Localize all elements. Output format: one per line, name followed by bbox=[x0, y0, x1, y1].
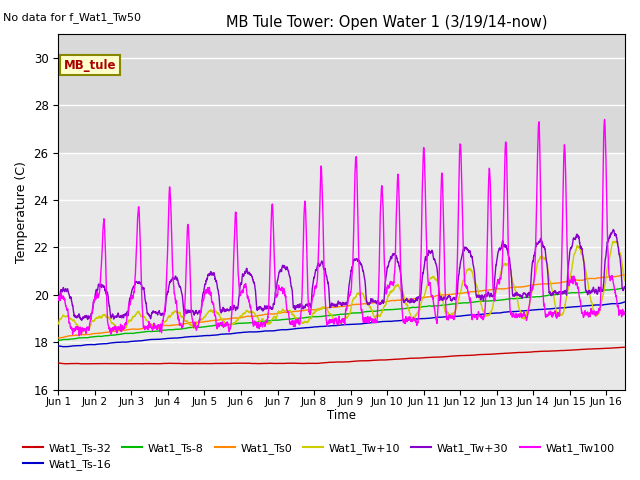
Wat1_Ts-32 bbox=[153, 361, 161, 367]
Wat1_Ts-8 bbox=[610, 287, 618, 292]
Wat1_Ts-8 bbox=[296, 315, 304, 321]
Wat1_Tw+10 bbox=[119, 326, 127, 332]
Line: Wat1_Ts-32: Wat1_Ts-32 bbox=[58, 347, 625, 364]
Wat1_Ts-16 bbox=[621, 299, 628, 305]
Wat1_Tw+10 bbox=[549, 290, 557, 296]
Wat1_Ts0 bbox=[610, 274, 618, 280]
Legend: Wat1_Ts-32, Wat1_Ts-16, Wat1_Ts-8, Wat1_Ts0, Wat1_Tw+10, Wat1_Tw+30, Wat1_Tw100: Wat1_Ts-32, Wat1_Ts-16, Wat1_Ts-8, Wat1_… bbox=[19, 438, 619, 474]
Wat1_Tw+30 bbox=[621, 284, 628, 289]
Wat1_Ts-8 bbox=[272, 317, 280, 323]
Wat1_Tw+30 bbox=[296, 301, 304, 307]
Wat1_Tw+10 bbox=[610, 240, 618, 245]
Wat1_Tw+30 bbox=[54, 297, 62, 303]
Wat1_Ts0 bbox=[272, 311, 280, 317]
Wat1_Tw+10 bbox=[296, 318, 304, 324]
Wat1_Ts0 bbox=[54, 335, 62, 341]
Wat1_Tw+10 bbox=[612, 239, 620, 244]
Y-axis label: Temperature (C): Temperature (C) bbox=[15, 161, 28, 263]
Wat1_Tw100 bbox=[296, 317, 304, 323]
Wat1_Tw100 bbox=[54, 298, 62, 303]
Wat1_Ts-32 bbox=[549, 348, 557, 354]
Wat1_Tw+10 bbox=[153, 324, 161, 330]
Wat1_Ts-16 bbox=[119, 339, 127, 345]
Wat1_Ts-16 bbox=[153, 336, 161, 342]
Wat1_Ts-32 bbox=[621, 344, 628, 350]
Wat1_Tw100 bbox=[76, 333, 83, 338]
Bar bbox=[58, 34, 625, 153]
Wat1_Ts-16 bbox=[54, 343, 62, 349]
Wat1_Ts-16 bbox=[610, 301, 618, 307]
Wat1_Tw100 bbox=[272, 287, 280, 293]
Wat1_Ts-32 bbox=[54, 360, 62, 366]
Wat1_Ts-32 bbox=[621, 344, 628, 350]
Wat1_Tw100 bbox=[119, 326, 127, 332]
Wat1_Ts-32 bbox=[119, 361, 127, 367]
Wat1_Tw+30 bbox=[153, 311, 161, 316]
Wat1_Ts-8 bbox=[153, 328, 161, 334]
Wat1_Tw+10 bbox=[79, 329, 86, 335]
Wat1_Tw+30 bbox=[78, 317, 86, 323]
Wat1_Tw100 bbox=[610, 283, 618, 288]
Line: Wat1_Tw+30: Wat1_Tw+30 bbox=[58, 229, 625, 320]
Line: Wat1_Ts-16: Wat1_Ts-16 bbox=[58, 302, 625, 347]
Wat1_Ts0 bbox=[119, 328, 127, 334]
X-axis label: Time: Time bbox=[327, 409, 356, 422]
Text: MB_tule: MB_tule bbox=[64, 59, 116, 72]
Wat1_Tw100 bbox=[549, 310, 557, 315]
Text: No data for f_Wat1_Tw50: No data for f_Wat1_Tw50 bbox=[3, 12, 141, 23]
Wat1_Tw+30 bbox=[119, 313, 127, 319]
Wat1_Ts-32 bbox=[610, 345, 618, 351]
Wat1_Ts-8 bbox=[620, 285, 627, 291]
Wat1_Ts-16 bbox=[296, 325, 304, 331]
Wat1_Ts0 bbox=[620, 272, 628, 278]
Wat1_Ts-32 bbox=[84, 361, 92, 367]
Wat1_Tw100 bbox=[153, 326, 161, 332]
Wat1_Ts-16 bbox=[60, 344, 67, 349]
Line: Wat1_Tw100: Wat1_Tw100 bbox=[58, 120, 625, 336]
Line: Wat1_Ts-8: Wat1_Ts-8 bbox=[58, 288, 625, 340]
Wat1_Tw+30 bbox=[549, 290, 557, 296]
Line: Wat1_Tw+10: Wat1_Tw+10 bbox=[58, 241, 625, 332]
Wat1_Ts0 bbox=[621, 272, 628, 278]
Wat1_Ts-16 bbox=[272, 328, 280, 334]
Wat1_Ts0 bbox=[153, 324, 161, 329]
Wat1_Tw+10 bbox=[54, 321, 62, 327]
Wat1_Tw+30 bbox=[609, 227, 617, 232]
Wat1_Ts-16 bbox=[549, 306, 557, 312]
Wat1_Ts0 bbox=[54, 335, 62, 341]
Wat1_Ts-8 bbox=[54, 337, 62, 343]
Wat1_Ts0 bbox=[296, 308, 304, 314]
Wat1_Tw+10 bbox=[272, 314, 280, 320]
Wat1_Ts-8 bbox=[549, 292, 557, 298]
Wat1_Ts-32 bbox=[296, 360, 304, 366]
Wat1_Tw100 bbox=[621, 311, 628, 316]
Wat1_Ts-8 bbox=[119, 331, 127, 336]
Wat1_Ts-8 bbox=[55, 337, 63, 343]
Title: MB Tule Tower: Open Water 1 (3/19/14-now): MB Tule Tower: Open Water 1 (3/19/14-now… bbox=[226, 15, 547, 30]
Wat1_Tw+30 bbox=[272, 288, 280, 293]
Wat1_Tw+30 bbox=[610, 228, 618, 233]
Wat1_Tw100 bbox=[601, 117, 609, 122]
Line: Wat1_Ts0: Wat1_Ts0 bbox=[58, 275, 625, 338]
Wat1_Tw+10 bbox=[621, 277, 628, 283]
Wat1_Ts-8 bbox=[621, 286, 628, 291]
Wat1_Ts-32 bbox=[272, 360, 280, 366]
Wat1_Ts0 bbox=[549, 281, 557, 287]
